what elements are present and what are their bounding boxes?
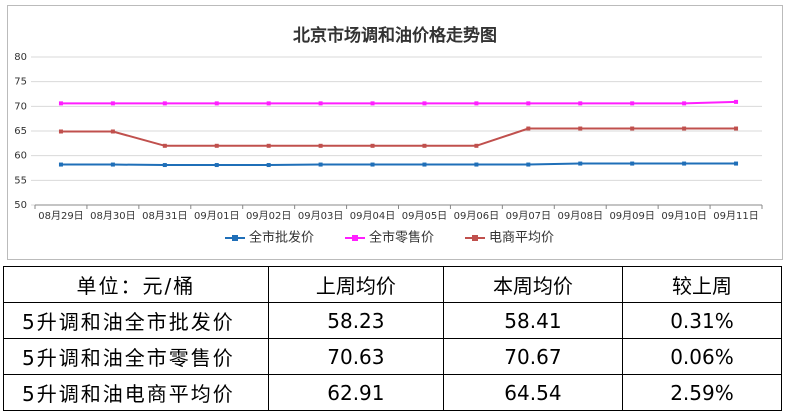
- point: [266, 163, 271, 168]
- legend-label: 全市批发价: [249, 230, 314, 246]
- point: [474, 162, 479, 167]
- x-tick-label: 09月06日: [454, 210, 499, 222]
- table-header: 单位：元/桶 上周均价 本周均价 较上周: [3, 266, 783, 303]
- legend-marker: [352, 235, 358, 241]
- point: [110, 101, 115, 106]
- point: [474, 143, 479, 148]
- table-cell: 本周均价: [442, 266, 623, 303]
- x-tick-label: 09月04日: [350, 210, 395, 222]
- point: [58, 162, 63, 167]
- table-cell: 70.63: [267, 338, 444, 375]
- point: [422, 101, 427, 106]
- point: [682, 126, 687, 131]
- table-cell: 0.06%: [621, 338, 783, 375]
- x-tick-label: 09月01日: [194, 210, 239, 222]
- y-tick-label: 65: [14, 126, 27, 137]
- series-line: [60, 100, 737, 105]
- point: [526, 101, 531, 106]
- series-line: [60, 127, 737, 147]
- x-tick-label: 09月10日: [661, 210, 706, 222]
- point: [578, 126, 583, 131]
- chart: 北京市场调和油价格走势图 50 55 60 65 70 75 80 08月29日 08月30日 0…: [7, 5, 783, 260]
- table-cell: 58.41: [442, 302, 623, 339]
- point: [682, 161, 687, 166]
- table-row: 5升调和油全市零售价 70.63 70.67 0.06%: [3, 338, 783, 375]
- point: [162, 163, 167, 168]
- point: [214, 101, 219, 106]
- table-cell: 单位：元/桶: [3, 266, 269, 303]
- table-cell: 0.31%: [621, 302, 783, 339]
- point: [578, 161, 583, 166]
- table-cell: 62.91: [267, 374, 444, 411]
- point: [630, 161, 635, 166]
- point: [370, 162, 375, 167]
- point: [526, 126, 531, 131]
- point: [370, 101, 375, 106]
- chart-title: 北京市场调和油价格走势图: [293, 25, 497, 46]
- point: [318, 162, 323, 167]
- y-tick-label: 75: [14, 77, 27, 88]
- y-tick-label: 60: [14, 151, 27, 162]
- point: [318, 101, 323, 106]
- point: [214, 143, 219, 148]
- table-cell: 58.23: [267, 302, 444, 339]
- x-tick-label: 09月02日: [246, 210, 291, 222]
- point: [266, 101, 271, 106]
- point: [162, 101, 167, 106]
- x-tick-label: 09月05日: [402, 210, 447, 222]
- point: [422, 162, 427, 167]
- table-cell: 5升调和油全市批发价: [3, 302, 269, 339]
- point: [734, 161, 739, 166]
- point: [734, 126, 739, 131]
- point: [526, 162, 531, 167]
- legend-marker: [472, 235, 478, 241]
- point: [474, 101, 479, 106]
- y-tick-label: 70: [14, 101, 27, 112]
- point: [266, 143, 271, 148]
- chart-frame: [7, 5, 783, 260]
- y-tick-label: 55: [14, 175, 27, 186]
- table-cell: 上周均价: [267, 266, 444, 303]
- y-tick-label: 80: [14, 52, 27, 63]
- point: [682, 101, 687, 106]
- x-tick-label: 08月30日: [90, 210, 135, 222]
- table-row: 5升调和油电商平均价 62.91 64.54 2.59%: [3, 374, 783, 411]
- point: [422, 143, 427, 148]
- table-row: 5升调和油全市批发价 58.23 58.41 0.31%: [3, 302, 783, 339]
- table-cell: 70.67: [442, 338, 623, 375]
- point: [110, 162, 115, 167]
- point: [630, 126, 635, 131]
- point: [734, 99, 739, 104]
- legend-marker: [232, 235, 238, 241]
- point: [110, 129, 115, 134]
- table-cell: 较上周: [621, 266, 783, 303]
- series-line: [60, 162, 737, 167]
- x-tick-label: 08月31日: [142, 210, 187, 222]
- point: [318, 143, 323, 148]
- x-tick-label: 09月11日: [713, 210, 758, 222]
- point: [630, 101, 635, 106]
- price-table: 单位：元/桶 上周均价 本周均价 较上周 5升调和油全市批发价 58.23 58.41 0.3…: [3, 266, 783, 411]
- point: [58, 101, 63, 106]
- point: [370, 143, 375, 148]
- x-tick-label: 09月03日: [298, 210, 343, 222]
- point: [162, 143, 167, 148]
- legend-label: 电商平均价: [489, 231, 554, 246]
- point: [578, 101, 583, 106]
- point: [58, 129, 63, 134]
- table-cell: 64.54: [442, 374, 623, 411]
- x-tick-label: 09月07日: [506, 210, 551, 222]
- x-tick-label: 09月08日: [558, 210, 603, 222]
- table-cell: 5升调和油全市零售价: [3, 338, 269, 375]
- x-tick-label: 09月09日: [609, 210, 654, 222]
- x-tick-label: 08月29日: [38, 210, 83, 222]
- y-tick-label: 50: [14, 200, 27, 211]
- legend-label: 全市零售价: [369, 230, 434, 246]
- table-cell: 5升调和油电商平均价: [3, 374, 269, 411]
- point: [214, 163, 219, 168]
- table-cell: 2.59%: [621, 374, 783, 411]
